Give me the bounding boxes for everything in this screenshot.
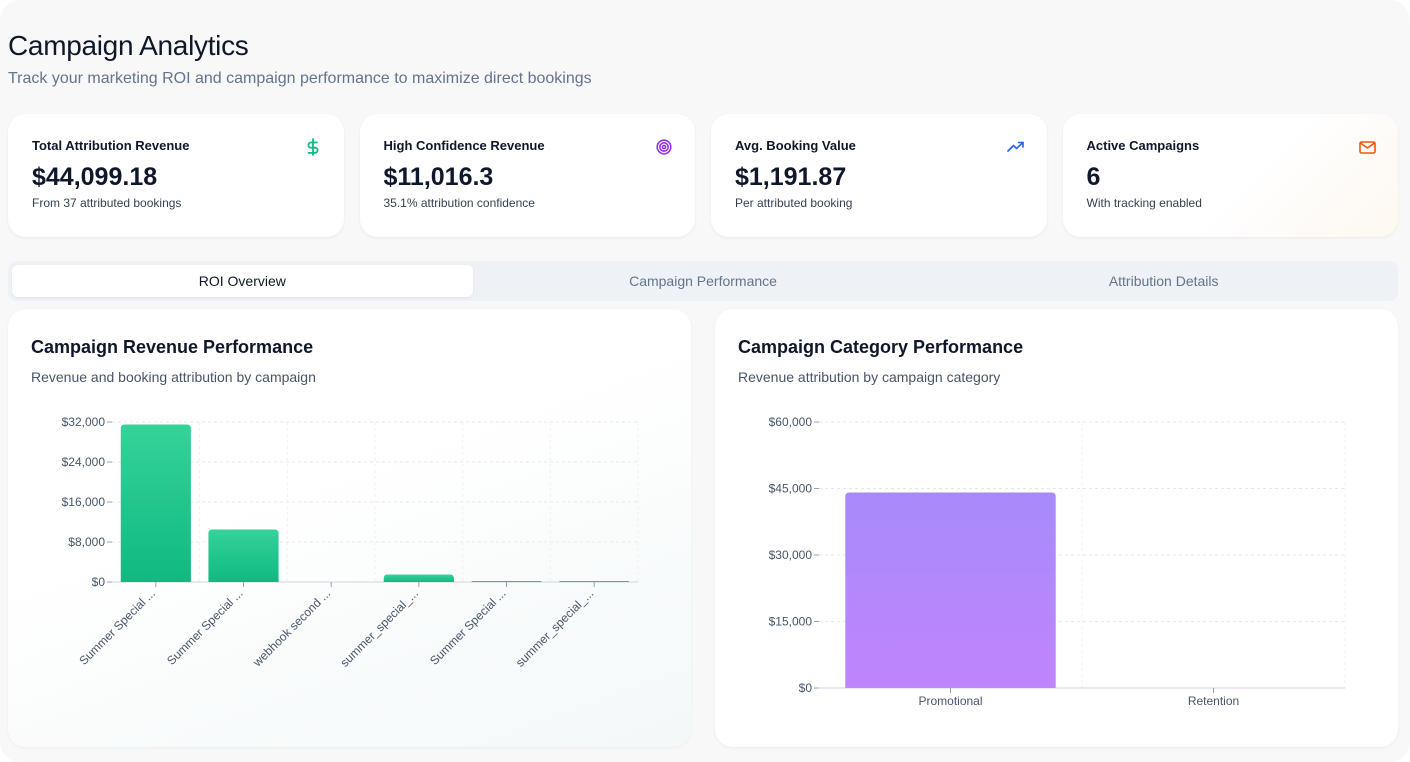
panel-subtitle: Revenue attribution by campaign category [738, 369, 1001, 385]
panel-title: Campaign Category Performance [738, 337, 1024, 357]
y-tick-label: $32,000 [62, 415, 106, 429]
stat-card-value: 6 [1086, 163, 1101, 191]
y-tick-label: $30,000 [769, 548, 813, 562]
campaign-revenue-chart: $0 $8,000 $16,000 $24,000 $32,000 Summer Spec… [62, 415, 639, 670]
x-tick-label: Summer Special ... [427, 586, 509, 668]
x-tick-label: Summer Special ... [164, 586, 246, 668]
tab-roi-overview[interactable]: ROI Overview [12, 265, 473, 297]
y-tick-label: $0 [92, 575, 106, 589]
stat-card-subtext: From 37 attributed bookings [32, 196, 182, 210]
bar [559, 581, 630, 582]
y-tick-label: $16,000 [62, 495, 106, 509]
stat-card-high-confidence-revenue: High Confidence Revenue $11,016.3 35.1% … [359, 114, 695, 237]
x-tick-label: Promotional [918, 694, 982, 708]
target-icon [655, 138, 673, 156]
bar [471, 581, 542, 582]
y-tick-label: $0 [799, 681, 813, 695]
stat-card-label: High Confidence Revenue [383, 138, 545, 153]
stat-card-label: Total Attribution Revenue [32, 138, 190, 153]
tab-campaign-performance[interactable]: Campaign Performance [629, 273, 777, 289]
bar [845, 492, 1056, 688]
y-tick-label: $15,000 [769, 615, 813, 629]
stat-card-label: Avg. Booking Value [735, 138, 856, 153]
bar [120, 424, 191, 582]
y-tick-label: $45,000 [769, 482, 813, 496]
stat-card-active-campaigns: Active Campaigns 6 With tracking enabled [1062, 114, 1398, 237]
x-tick-label: Summer Special ... [76, 586, 158, 668]
campaign-revenue-panel: $0 $8,000 $16,000 $24,000 $32,000 Summer Spec… [8, 309, 691, 747]
stat-card-total-attribution-revenue: Total Attribution Revenue $44,099.18 Fro… [8, 114, 344, 237]
x-tick-label: webhook second ... [250, 586, 334, 670]
stat-card-avg-booking-value: Avg. Booking Value $1,191.87 Per attribu… [711, 114, 1047, 237]
bar [383, 574, 454, 582]
stat-card-value: $44,099.18 [32, 163, 158, 191]
y-tick-label: $24,000 [62, 455, 106, 469]
campaign-category-chart: $0 $15,000 $30,000 $45,000 $60,000 Promotiona… [769, 415, 1346, 708]
bar [208, 529, 279, 582]
y-tick-label: $8,000 [68, 535, 105, 549]
stat-card-subtext: 35.1% attribution confidence [383, 196, 535, 210]
page-header: Campaign Analytics Track your marketing … [8, 30, 592, 88]
y-tick-label: $60,000 [769, 415, 813, 429]
stat-card-value: $1,191.87 [735, 163, 847, 191]
mail-icon [1358, 138, 1376, 156]
panel-title: Campaign Revenue Performance [31, 337, 314, 357]
x-tick-label: Retention [1188, 694, 1239, 708]
dollar-icon [304, 138, 322, 156]
x-tick-label: summer_special_... [337, 586, 420, 669]
x-tick-label: summer_special_... [513, 586, 596, 669]
stat-card-subtext: With tracking enabled [1086, 196, 1202, 210]
stat-card-subtext: Per attributed booking [735, 196, 853, 210]
tab-attribution-details[interactable]: Attribution Details [1108, 273, 1219, 289]
page-subtitle: Track your marketing ROI and campaign pe… [8, 70, 592, 87]
trending-up-icon [1006, 138, 1025, 156]
campaign-category-panel: $0 $15,000 $30,000 $45,000 $60,000 Promotiona… [715, 309, 1398, 747]
stat-cards: Total Attribution Revenue $44,099.18 Fro… [8, 114, 1398, 237]
stat-card-value: $11,016.3 [383, 163, 494, 191]
page-title: Campaign Analytics [8, 30, 249, 61]
panel-subtitle: Revenue and booking attribution by campa… [31, 369, 316, 385]
stat-card-label: Active Campaigns [1086, 138, 1200, 153]
tab-bar: ROI Overview Campaign Performance Attrib… [8, 261, 1398, 301]
